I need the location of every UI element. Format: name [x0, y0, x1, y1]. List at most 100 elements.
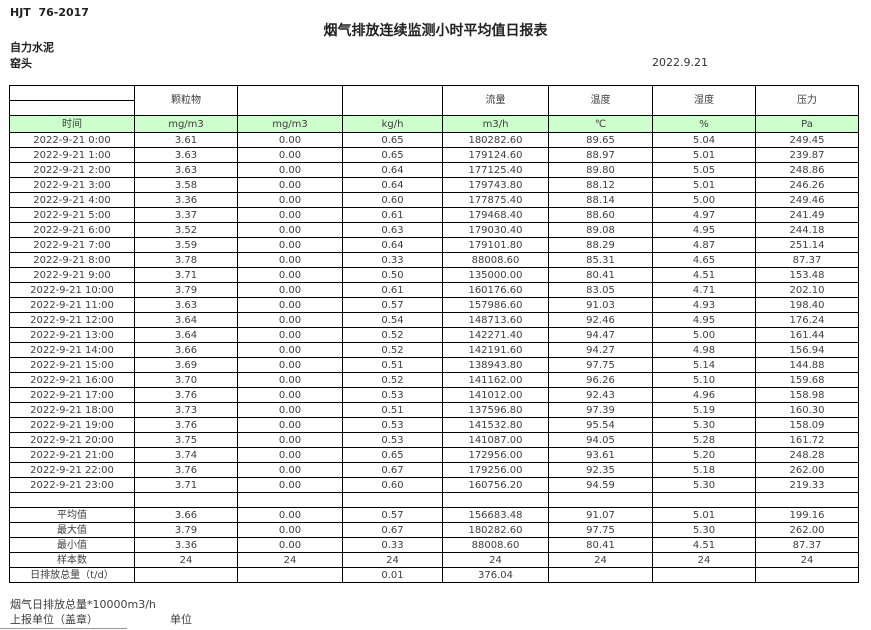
table-cell: 5.10 [652, 372, 756, 388]
table-cell: 3.78 [134, 252, 238, 268]
table-cell: 138943.80 [442, 357, 549, 373]
table-cell: 246.26 [755, 177, 859, 193]
table-cell: 5.30 [652, 522, 756, 538]
unit-label: 单位 [170, 613, 192, 626]
header-cell-particulate: 颗粒物 [134, 85, 238, 116]
table-cell: 3.66 [134, 507, 238, 523]
row-label-cell: 2022-9-21 7:00 [9, 237, 135, 253]
table-cell: 0.00 [237, 387, 343, 403]
table-cell: 141162.00 [442, 372, 549, 388]
table-cell: 0.63 [342, 222, 443, 238]
table-cell: 142191.60 [442, 342, 549, 358]
table-cell: 5.01 [652, 507, 756, 523]
header-cell-temperature: 温度 [548, 85, 653, 116]
company-name: 自力水泥 [10, 41, 54, 54]
row-label-cell: 2022-9-21 0:00 [9, 132, 135, 148]
header-cell-flow: 流量 [442, 85, 549, 116]
table-cell: 83.05 [548, 282, 653, 298]
table-cell: 94.47 [548, 327, 653, 343]
summary-row: 日排放总量（t/d） 0.01 376.04 [9, 567, 859, 583]
table-cell: 0.52 [342, 342, 443, 358]
table-cell: 158.09 [755, 417, 859, 433]
table-cell: 92.43 [548, 387, 653, 403]
table-cell: 156.94 [755, 342, 859, 358]
unit-cell-m3h: m3/h [442, 115, 549, 133]
table-cell: 3.79 [134, 522, 238, 538]
table-cell: 219.33 [755, 477, 859, 493]
table-cell: 160176.60 [442, 282, 549, 298]
summary-row: 最大值 3.79 0.00 0.67 180282.60 97.75 5.30 262.00 [9, 522, 859, 538]
table-cell: 5.19 [652, 402, 756, 418]
daily-total-note: 烟气日排放总量*10000m3/h [10, 598, 156, 611]
table-cell: 24 [134, 552, 238, 568]
table-cell: 5.30 [652, 477, 756, 493]
table-cell: 3.36 [134, 192, 238, 208]
table-cell: 0.52 [342, 372, 443, 388]
table-cell: 0.00 [237, 312, 343, 328]
row-label-cell: 日排放总量（t/d） [9, 567, 135, 583]
table-cell: 172956.00 [442, 447, 549, 463]
unit-cell-time: 时间 [9, 115, 135, 133]
row-label-cell [9, 492, 135, 508]
summary-row: 平均值 3.66 0.00 0.57 156683.48 91.07 5.01 199.16 [9, 507, 859, 523]
table-cell: 0.00 [237, 267, 343, 283]
table-cell: 88.60 [548, 207, 653, 223]
table-cell: 0.57 [342, 297, 443, 313]
table-cell [755, 567, 859, 583]
table-cell: 89.08 [548, 222, 653, 238]
table-cell [755, 492, 859, 508]
table-cell: 3.76 [134, 462, 238, 478]
table-row: 2022-9-21 8:00 3.78 0.00 0.33 88008.60 85.31 4… [9, 252, 859, 268]
table-cell: 180282.60 [442, 132, 549, 148]
row-label-cell: 样本数 [9, 552, 135, 568]
table-cell: 80.41 [548, 537, 653, 553]
table-cell: 3.58 [134, 177, 238, 193]
table-cell: 3.74 [134, 447, 238, 463]
table-cell: 0.00 [237, 282, 343, 298]
table-row: 2022-9-21 23:00 3.71 0.00 0.60 160756.20 94.5… [9, 477, 859, 493]
row-label-cell: 2022-9-21 20:00 [9, 432, 135, 448]
table-cell: 3.64 [134, 312, 238, 328]
table-cell: 176.24 [755, 312, 859, 328]
header-cell-pressure: 压力 [755, 85, 859, 116]
table-row: 2022-9-21 14:00 3.66 0.00 0.52 142191.60 94.2… [9, 342, 859, 358]
table-cell: 3.61 [134, 132, 238, 148]
unit-cell-celsius: ℃ [548, 115, 653, 133]
row-label-cell: 最小值 [9, 537, 135, 553]
unit-cell-mgm3-2: mg/m3 [237, 115, 343, 133]
table-row: 2022-9-21 16:00 3.70 0.00 0.52 141162.00 96.2… [9, 372, 859, 388]
table-cell: 248.86 [755, 162, 859, 178]
table-cell: 0.00 [237, 447, 343, 463]
table-row: 2022-9-21 19:00 3.76 0.00 0.53 141532.80 95.5… [9, 417, 859, 433]
table-cell: 0.00 [237, 477, 343, 493]
row-label-cell: 2022-9-21 13:00 [9, 327, 135, 343]
header-cell-blank-1 [237, 85, 343, 116]
table-cell: 3.59 [134, 237, 238, 253]
monitoring-site: 窑头 [10, 57, 32, 70]
table-cell: 3.73 [134, 402, 238, 418]
table-cell: 87.37 [755, 537, 859, 553]
table-cell: 96.26 [548, 372, 653, 388]
row-label-cell: 2022-9-21 19:00 [9, 417, 135, 433]
table-cell [134, 567, 238, 583]
table-cell: 4.93 [652, 297, 756, 313]
table-cell: 3.52 [134, 222, 238, 238]
bottom-cell-border-line [0, 628, 127, 629]
table-cell: 5.00 [652, 327, 756, 343]
table-cell: 5.01 [652, 177, 756, 193]
table-cell: 0.60 [342, 192, 443, 208]
table-row: 2022-9-21 4:00 3.36 0.00 0.60 177875.40 88.14… [9, 192, 859, 208]
table-cell: 0.00 [237, 177, 343, 193]
table-cell: 88008.60 [442, 252, 549, 268]
table-cell: 5.30 [652, 417, 756, 433]
row-label-cell: 2022-9-21 16:00 [9, 372, 135, 388]
table-cell: 3.71 [134, 477, 238, 493]
report-date: 2022.9.21 [652, 56, 708, 69]
table-cell: 24 [548, 552, 653, 568]
table-cell: 0.00 [237, 402, 343, 418]
table-cell: 0.51 [342, 402, 443, 418]
table-cell: 94.27 [548, 342, 653, 358]
row-label-cell: 2022-9-21 6:00 [9, 222, 135, 238]
table-row: 2022-9-21 0:00 3.61 0.00 0.65 180282.60 89.65… [9, 132, 859, 148]
